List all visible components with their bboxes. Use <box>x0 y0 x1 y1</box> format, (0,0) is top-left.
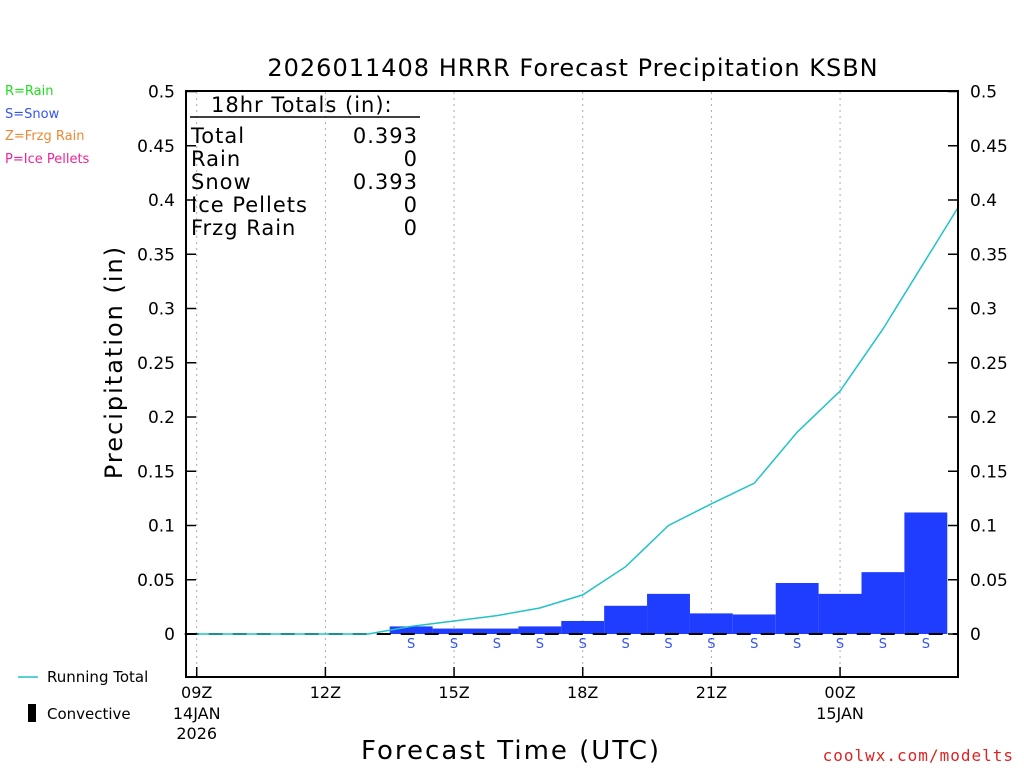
x-axis-label: Forecast Time (UTC) <box>361 736 661 766</box>
y-tick-label-left: 0.1 <box>148 517 175 537</box>
y-tick-label-left: 0.3 <box>148 300 175 320</box>
snow-bar <box>732 614 776 634</box>
snow-bar <box>432 628 476 634</box>
precip-type-key: R=Rain S=Snow Z=Frzg Rain P=Ice Pellets <box>5 84 90 167</box>
y-tick-label-right: 0.1 <box>970 517 997 537</box>
y-tick-label-left: 0.15 <box>137 462 175 482</box>
snow-marker: S <box>793 637 801 652</box>
snow-marker: S <box>407 637 415 652</box>
y-tick-label-right: 0 <box>970 625 981 645</box>
snow-marker: S <box>922 637 930 652</box>
key-snow: S=Snow <box>5 107 60 122</box>
y-tick-label-right: 0.05 <box>970 571 1008 591</box>
x-tick-label: 12Z <box>310 683 341 702</box>
key-rain: R=Rain <box>5 84 54 99</box>
y-tick-label-left: 0.2 <box>148 408 175 428</box>
x-tick-year: 2026 <box>176 724 217 743</box>
totals-heading: 18hr Totals (in): <box>211 93 393 117</box>
snow-bar <box>604 605 648 634</box>
snow-bar <box>689 613 733 634</box>
y-tick-label-right: 0.4 <box>970 191 997 211</box>
snow-bar <box>775 583 819 634</box>
snow-bar <box>389 626 433 634</box>
y-tick-label-right: 0.5 <box>970 83 997 103</box>
y-tick-label-right: 0.35 <box>970 245 1008 265</box>
legend-running-total: Running Total <box>47 668 148 686</box>
snow-bar <box>647 593 690 634</box>
totals-label-rain: Rain <box>191 147 241 171</box>
snow-marker: S <box>750 637 758 652</box>
x-tick-label: 21Z <box>696 683 727 702</box>
totals-value-rain: 0 <box>404 147 418 171</box>
y-tick-label-left: 0.5 <box>148 83 175 103</box>
totals-value-snow: 0.393 <box>353 170 418 194</box>
legend-convective: Convective <box>47 705 131 723</box>
grid-lines <box>196 92 841 676</box>
y-tick-label-left: 0.35 <box>137 245 175 265</box>
y-tick-label-left: 0 <box>164 625 175 645</box>
y-axis-ticks: 0 00.05 0.050.1 0.10.15 0.150.2 0.20.25 0.250.… <box>137 83 1008 646</box>
snow-marker: S <box>664 637 672 652</box>
snow-marker: S <box>707 637 715 652</box>
totals-box: 18hr Totals (in): Total 0.393 Rain 0 Sno… <box>190 93 420 240</box>
y-tick-label-left: 0.4 <box>148 191 175 211</box>
chart-title: 2026011408 HRRR Forecast Precipitation K… <box>267 54 878 82</box>
snow-marker: S <box>536 637 544 652</box>
x-tick-label: 18Z <box>567 683 598 702</box>
y-axis-label: Precipitation (in) <box>100 245 128 479</box>
y-tick-label-right: 0.25 <box>970 354 1008 374</box>
key-ice-pellets: P=Ice Pellets <box>5 152 90 167</box>
totals-value-ice-pellets: 0 <box>404 193 418 217</box>
totals-label-snow: Snow <box>191 170 252 194</box>
y-tick-label-right: 0.45 <box>970 137 1008 157</box>
snow-marker: S <box>879 637 887 652</box>
y-tick-label-right: 0.3 <box>970 300 997 320</box>
snow-bar <box>561 620 605 634</box>
y-tick-label-right: 0.15 <box>970 462 1008 482</box>
legend: Running Total Convective <box>18 668 148 723</box>
x-tick-date: 14JAN <box>173 704 221 723</box>
snow-bar <box>861 572 905 634</box>
convective-swatch <box>28 704 36 722</box>
x-tick-label: 15Z <box>438 683 469 702</box>
y-tick-label-left: 0.45 <box>137 137 175 157</box>
snow-marker: S <box>493 637 501 652</box>
x-tick-date: 15JAN <box>816 704 864 723</box>
snow-bar <box>904 512 948 634</box>
plot-frame <box>185 90 959 678</box>
snow-bar <box>475 628 519 634</box>
snow-marker: S <box>621 637 629 652</box>
snow-bar <box>518 626 562 634</box>
totals-value-frzg-rain: 0 <box>404 216 418 240</box>
totals-value-total: 0.393 <box>353 124 418 148</box>
snow-marker: S <box>836 637 844 652</box>
snow-marker: S <box>579 637 587 652</box>
snow-bars <box>389 512 948 634</box>
totals-label-ice-pellets: Ice Pellets <box>191 193 308 217</box>
snow-bar <box>818 593 862 634</box>
totals-label-frzg-rain: Frzg Rain <box>191 216 296 240</box>
x-tick-label: 09Z <box>181 683 212 702</box>
key-frzg-rain: Z=Frzg Rain <box>5 129 84 144</box>
running-total-line <box>196 207 959 635</box>
y-tick-label-right: 0.2 <box>970 408 997 428</box>
snow-marker: S <box>450 637 458 652</box>
credit-text: coolwx.com/modelts <box>823 746 1014 765</box>
x-tick-label: 00Z <box>824 683 855 702</box>
y-tick-label-left: 0.25 <box>137 354 175 374</box>
totals-label-total: Total <box>190 124 245 148</box>
y-tick-label-left: 0.05 <box>137 571 175 591</box>
